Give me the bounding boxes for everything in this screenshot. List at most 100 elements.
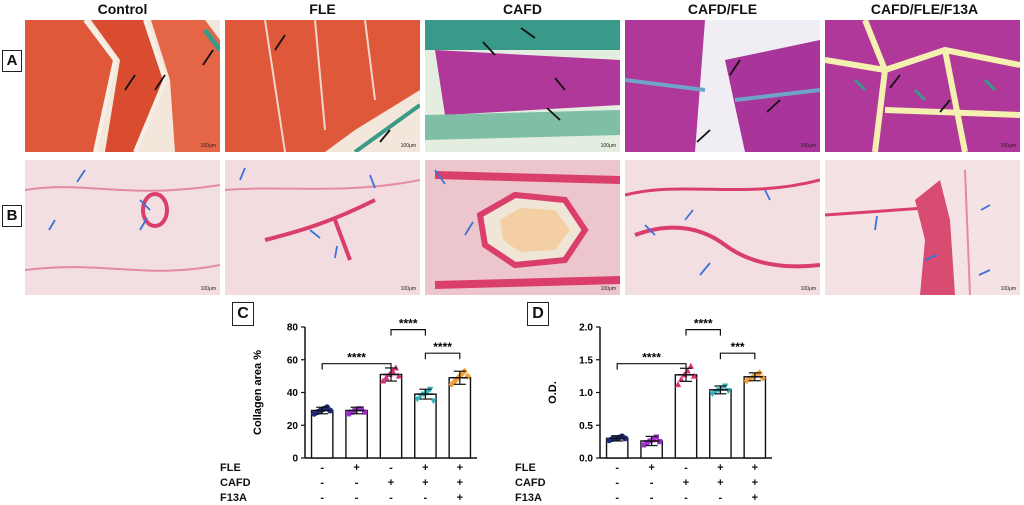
y-tick-label: 20: [287, 421, 299, 432]
data-point: [355, 406, 361, 412]
significance-bracket: [719, 352, 756, 360]
significance-bracket: [424, 352, 461, 360]
micrograph-b-fle: 100μm: [225, 160, 420, 295]
significance-label: ****: [642, 351, 661, 365]
treatment-sign: -: [684, 462, 688, 474]
treatment-sign: -: [615, 477, 620, 489]
y-tick-label: 1.5: [579, 355, 593, 366]
micrograph-b-control: 100μm: [25, 160, 220, 295]
data-point: [674, 381, 682, 388]
data-point: [622, 435, 629, 442]
micrograph-b-cafd-fle-f13a: 100μm: [825, 160, 1020, 295]
data-point: [379, 377, 387, 384]
treatment-label-cafd: CAFD: [220, 477, 251, 489]
data-point: [362, 409, 368, 415]
column-title-control: Control: [97, 1, 148, 17]
significance-bracket: [685, 329, 721, 336]
data-point: [383, 374, 390, 381]
significance-label: ****: [399, 317, 418, 331]
treatment-sign: -: [389, 462, 393, 474]
data-point: [358, 406, 364, 412]
treatment-sign: -: [615, 492, 620, 504]
significance-label: ****: [433, 340, 452, 354]
micrograph-a-cafd-fle: 100μm: [625, 20, 820, 152]
treatment-sign: +: [456, 462, 464, 474]
micrograph-a-fle: 100μm: [225, 20, 420, 152]
scale-label: 100μm: [400, 143, 416, 149]
scale-label: 100μm: [400, 286, 416, 292]
column-title-cafd: CAFD: [503, 1, 542, 17]
treatment-sign: +: [717, 462, 724, 474]
micrograph-a-cafd: 100μm: [425, 20, 620, 152]
treatment-sign: -: [649, 477, 654, 489]
treatment-sign: +: [456, 477, 464, 489]
bar-cafd-fle: [709, 389, 732, 459]
scale-label: 100μm: [1000, 286, 1016, 292]
y-tick-label: 0.5: [579, 421, 593, 432]
bar-cafd-fle-f13a: [448, 377, 472, 459]
od-chart: O.D.0.00.51.01.52.0***********: [547, 317, 772, 465]
panel-label-d: D: [527, 302, 549, 326]
bar-control: [310, 409, 334, 459]
scale-label: 100μm: [800, 286, 816, 292]
treatment-sign: +: [353, 462, 360, 474]
data-point: [644, 440, 650, 446]
y-tick-label: 40: [287, 388, 299, 399]
significance-bracket: [616, 363, 687, 370]
treatment-sign: -: [684, 492, 688, 504]
treatment-label-fle: FLE: [220, 462, 241, 474]
y-tick-label: 1.0: [579, 388, 593, 399]
micrograph-a-cafd-fle-f13a: 100μm: [825, 20, 1020, 152]
y-tick-label: 2.0: [579, 323, 593, 334]
data-point: [414, 396, 421, 403]
data-point: [678, 375, 685, 382]
treatment-sign: +: [422, 462, 429, 474]
treatment-sign: +: [648, 462, 655, 474]
bar-fle: [345, 409, 368, 459]
collagen-area-chart: Collagen area % 0 20 40 60 80 **** **** ****: [252, 317, 477, 465]
data-point: [430, 398, 437, 405]
row-label-b: B: [2, 205, 22, 227]
y-tick-label: 60: [287, 355, 299, 366]
scale-label: 100μm: [200, 143, 216, 149]
trichrome-image-fle: [225, 20, 420, 152]
significance-label: ****: [694, 317, 713, 331]
data-point: [657, 439, 663, 445]
treatment-sign: -: [718, 492, 723, 504]
scale-label: 100μm: [600, 143, 616, 149]
scale-label: 100μm: [1000, 143, 1016, 149]
treatment-sign: +: [682, 477, 690, 489]
micrograph-b-cafd-fle: 100μm: [625, 160, 820, 295]
y-tick-label: 0: [292, 454, 298, 465]
treatment-sign: -: [320, 477, 325, 489]
sirius-image-cafd-fle: [625, 160, 820, 295]
data-point: [690, 372, 698, 379]
treatment-sign: +: [717, 477, 724, 489]
bar-cafd-fle-f13a: [743, 376, 767, 459]
treatment-label-f13a: F13A: [220, 492, 247, 504]
data-point: [346, 411, 352, 417]
trichrome-image-cafd: [425, 20, 620, 152]
row-label-a: A: [2, 50, 22, 72]
trichrome-image-cafd-fle: [625, 20, 820, 152]
significance-bracket: [321, 363, 392, 370]
treatment-sign: -: [389, 492, 393, 504]
treatment-sign: -: [423, 492, 428, 504]
data-point: [641, 442, 647, 448]
treatment-sign: -: [354, 492, 359, 504]
data-point: [451, 377, 459, 385]
treatment-sign: +: [456, 492, 464, 504]
micrograph-a-control: 100μm: [25, 20, 220, 152]
treatment-label-fle: FLE: [515, 462, 536, 474]
treatment-sign: +: [422, 477, 429, 489]
sirius-image-cafd: [425, 160, 620, 295]
treatment-label-f13a: F13A: [515, 492, 542, 504]
treatment-label-cafd: CAFD: [515, 477, 546, 489]
data-point: [650, 437, 656, 443]
scale-label: 100μm: [800, 143, 816, 149]
data-point: [653, 434, 659, 440]
trichrome-image-cafd-fle-f13a: [825, 20, 1020, 152]
significance-bracket: [390, 329, 426, 336]
bar-cafd: [674, 374, 698, 459]
data-point: [709, 391, 716, 398]
